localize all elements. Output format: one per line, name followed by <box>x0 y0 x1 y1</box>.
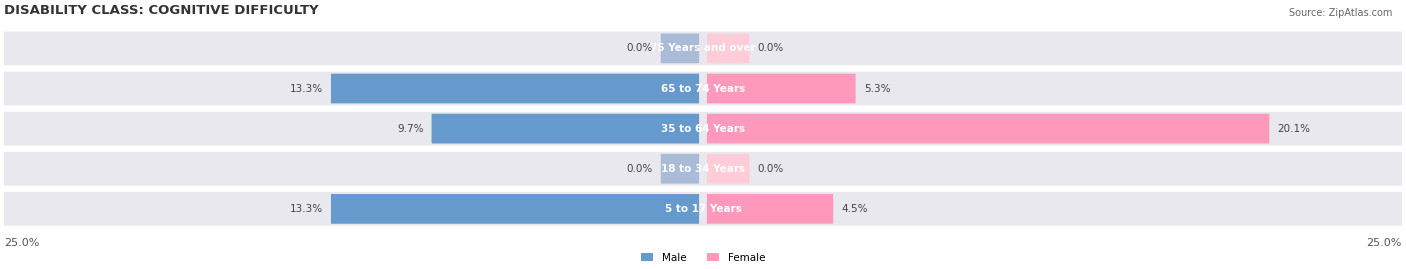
Text: 20.1%: 20.1% <box>1278 124 1310 134</box>
FancyBboxPatch shape <box>4 31 1402 65</box>
Text: 25.0%: 25.0% <box>1367 238 1402 248</box>
Text: 5.3%: 5.3% <box>863 83 890 94</box>
FancyBboxPatch shape <box>330 194 699 224</box>
Text: 13.3%: 13.3% <box>290 204 323 214</box>
Text: 0.0%: 0.0% <box>627 164 652 174</box>
Text: DISABILITY CLASS: COGNITIVE DIFFICULTY: DISABILITY CLASS: COGNITIVE DIFFICULTY <box>4 4 319 17</box>
FancyBboxPatch shape <box>661 34 699 63</box>
Text: 65 to 74 Years: 65 to 74 Years <box>661 83 745 94</box>
FancyBboxPatch shape <box>4 112 1402 146</box>
FancyBboxPatch shape <box>707 114 1270 143</box>
FancyBboxPatch shape <box>661 154 699 184</box>
Text: 4.5%: 4.5% <box>841 204 868 214</box>
Text: 0.0%: 0.0% <box>627 43 652 53</box>
Text: 25.0%: 25.0% <box>4 238 39 248</box>
FancyBboxPatch shape <box>4 152 1402 186</box>
Text: 35 to 64 Years: 35 to 64 Years <box>661 124 745 134</box>
FancyBboxPatch shape <box>707 194 834 224</box>
Text: 0.0%: 0.0% <box>758 43 783 53</box>
FancyBboxPatch shape <box>4 192 1402 226</box>
FancyBboxPatch shape <box>4 72 1402 105</box>
FancyBboxPatch shape <box>707 34 749 63</box>
Text: Source: ZipAtlas.com: Source: ZipAtlas.com <box>1288 8 1392 18</box>
Text: 9.7%: 9.7% <box>396 124 423 134</box>
FancyBboxPatch shape <box>707 74 856 103</box>
Text: 5 to 17 Years: 5 to 17 Years <box>665 204 741 214</box>
FancyBboxPatch shape <box>707 154 749 184</box>
Text: 13.3%: 13.3% <box>290 83 323 94</box>
FancyBboxPatch shape <box>330 74 699 103</box>
Text: 75 Years and over: 75 Years and over <box>650 43 756 53</box>
FancyBboxPatch shape <box>432 114 699 143</box>
Text: 0.0%: 0.0% <box>758 164 783 174</box>
Legend: Male, Female: Male, Female <box>637 249 769 267</box>
Text: 18 to 34 Years: 18 to 34 Years <box>661 164 745 174</box>
